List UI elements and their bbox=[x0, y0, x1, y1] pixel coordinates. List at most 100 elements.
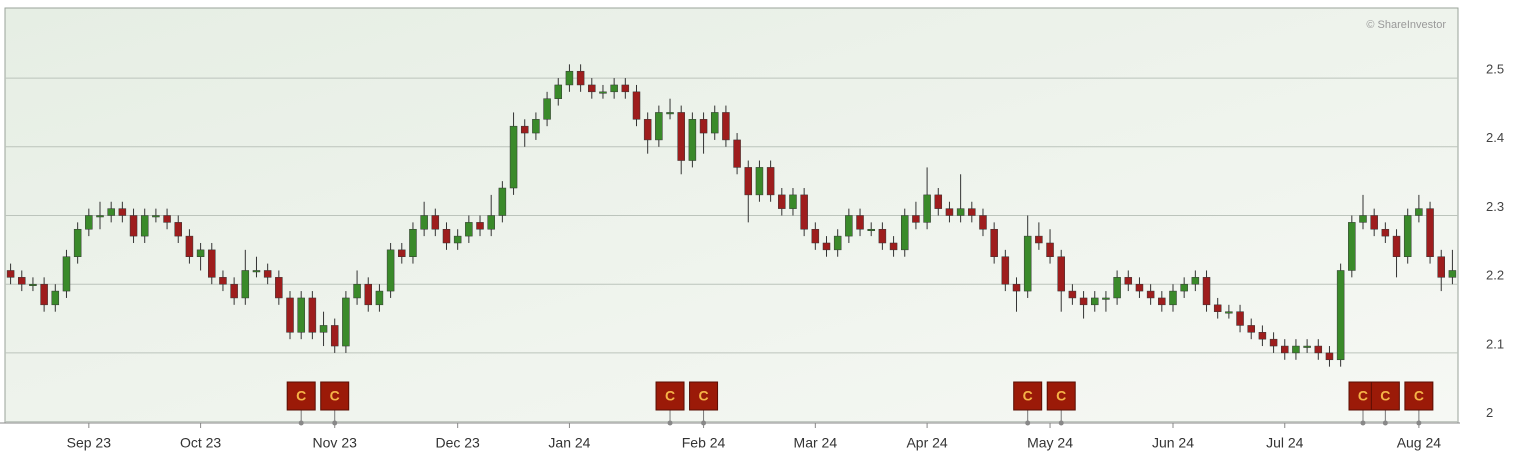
candle-body bbox=[6, 270, 15, 278]
candle-body bbox=[1102, 297, 1110, 300]
candle-body bbox=[878, 228, 887, 244]
event-marker bbox=[655, 381, 685, 411]
candle-body bbox=[543, 98, 551, 120]
y-tick-label: 2.1 bbox=[1486, 336, 1504, 351]
x-tick-label: Jul 24 bbox=[1266, 435, 1304, 451]
candle-body bbox=[554, 84, 563, 99]
candle-body bbox=[509, 125, 518, 189]
candle-body bbox=[1169, 290, 1177, 306]
candle-body bbox=[923, 194, 931, 223]
candle-body bbox=[576, 70, 585, 86]
x-tick-label: Sep 23 bbox=[67, 435, 112, 451]
event-dot bbox=[1382, 420, 1388, 426]
candle-body bbox=[241, 270, 250, 299]
candle-body bbox=[1269, 338, 1278, 347]
event-dot bbox=[332, 420, 338, 426]
candle-body bbox=[420, 215, 428, 230]
candle-body bbox=[811, 228, 820, 244]
candle-body bbox=[51, 290, 60, 306]
candle-body bbox=[621, 84, 630, 93]
y-tick-label: 2 bbox=[1486, 405, 1493, 420]
candle-body bbox=[1325, 352, 1334, 361]
candle-body bbox=[1403, 215, 1412, 257]
event-marker bbox=[1046, 381, 1076, 411]
event-label: C bbox=[330, 388, 340, 404]
candle-body bbox=[688, 119, 697, 161]
candle-body bbox=[677, 112, 685, 161]
candle-body bbox=[1359, 215, 1367, 223]
candle-body bbox=[353, 283, 361, 299]
event-dot bbox=[1058, 420, 1064, 426]
candle-body bbox=[833, 235, 842, 251]
event-label: C bbox=[1358, 388, 1368, 404]
event-label: C bbox=[1380, 388, 1390, 404]
candle-body bbox=[1381, 228, 1390, 237]
candle-body bbox=[979, 215, 987, 230]
candle-body bbox=[29, 283, 37, 286]
candle-body bbox=[73, 228, 82, 257]
x-tick-label: Dec 23 bbox=[435, 435, 480, 451]
candle-body bbox=[845, 215, 853, 237]
candle-body bbox=[565, 70, 574, 86]
candle-body bbox=[1046, 242, 1054, 257]
candle-body bbox=[498, 187, 507, 216]
candle-body bbox=[1001, 256, 1010, 285]
candle-body bbox=[208, 249, 216, 278]
candle-body bbox=[990, 228, 998, 257]
candle-body bbox=[889, 242, 898, 251]
x-tick-label: Feb 24 bbox=[682, 435, 726, 451]
candle-body bbox=[319, 325, 328, 333]
candle-body bbox=[1057, 256, 1065, 292]
event-label: C bbox=[1414, 388, 1424, 404]
x-tick-label: Jun 24 bbox=[1152, 435, 1194, 451]
candle-body bbox=[789, 194, 797, 209]
candle-body bbox=[744, 167, 753, 196]
candle-body bbox=[1448, 270, 1457, 278]
candle-body bbox=[453, 235, 462, 244]
candle-body bbox=[632, 91, 641, 120]
candle-body bbox=[342, 297, 350, 347]
candle-body bbox=[1035, 235, 1043, 244]
candle-body bbox=[252, 270, 261, 273]
candle-body bbox=[1225, 311, 1233, 314]
candle-body bbox=[532, 119, 540, 134]
candle-body bbox=[398, 249, 406, 257]
candle-body bbox=[1336, 270, 1345, 361]
candle-body bbox=[699, 119, 708, 134]
event-label: C bbox=[698, 388, 708, 404]
event-dot bbox=[667, 420, 673, 426]
event-dot bbox=[1360, 420, 1366, 426]
candle-body bbox=[666, 112, 674, 115]
candle-body bbox=[1091, 297, 1099, 306]
candle-body bbox=[375, 290, 384, 306]
candle-body bbox=[766, 167, 775, 196]
event-marker bbox=[1013, 381, 1043, 411]
candle-body bbox=[1236, 311, 1244, 326]
candle-body bbox=[286, 297, 294, 333]
candle-body bbox=[219, 277, 227, 285]
candle-body bbox=[733, 139, 741, 168]
candle-body bbox=[297, 297, 305, 333]
candle-body bbox=[1146, 290, 1155, 299]
candle-body bbox=[610, 84, 618, 93]
candle-body bbox=[599, 91, 607, 94]
candle-body bbox=[822, 242, 831, 251]
candle-body bbox=[867, 228, 875, 231]
x-tick-label: Oct 23 bbox=[180, 435, 221, 451]
candle-body bbox=[900, 215, 909, 251]
candle-body bbox=[588, 84, 596, 93]
y-tick-label: 2.5 bbox=[1486, 62, 1504, 77]
event-marker bbox=[286, 381, 316, 411]
candle-body bbox=[1370, 215, 1378, 230]
candle-body bbox=[18, 277, 26, 285]
candle-body bbox=[1124, 277, 1133, 285]
candle-body bbox=[85, 215, 93, 230]
candle-body bbox=[912, 215, 920, 223]
x-tick-label: Mar 24 bbox=[794, 435, 838, 451]
event-label: C bbox=[665, 388, 675, 404]
candle-body bbox=[1191, 277, 1200, 285]
candle-body bbox=[1023, 235, 1032, 292]
event-label: C bbox=[1056, 388, 1066, 404]
candle-body bbox=[275, 277, 283, 299]
